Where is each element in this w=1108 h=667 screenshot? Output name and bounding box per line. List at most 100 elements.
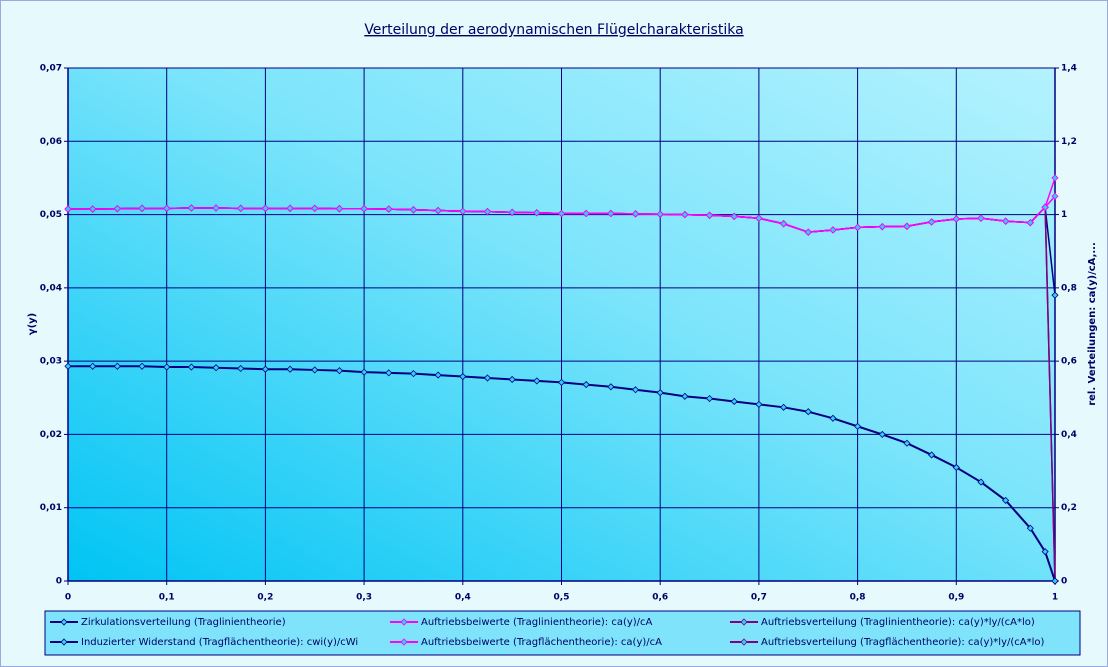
y-tick-label: 0,06 <box>40 137 62 147</box>
data-point <box>508 208 516 216</box>
data-point <box>730 397 738 406</box>
data-point <box>878 430 886 438</box>
data-point <box>459 372 467 381</box>
data-point <box>459 207 467 215</box>
y2-tick-label: 0 <box>1061 577 1067 587</box>
y-tick-label: 0,05 <box>40 210 62 220</box>
y-tick-label: 0,07 <box>40 64 62 74</box>
data-point <box>730 212 738 220</box>
data-point <box>804 228 812 236</box>
data-point <box>928 218 936 226</box>
data-point <box>1051 192 1059 200</box>
data-point <box>631 386 640 394</box>
y2-tick-label: 0,4 <box>1061 430 1077 440</box>
data-point <box>138 204 146 212</box>
data-point <box>607 209 615 218</box>
data-point <box>1041 203 1049 211</box>
data-point <box>582 209 590 218</box>
data-point <box>755 214 763 222</box>
data-point <box>483 374 492 382</box>
data-point <box>903 439 911 447</box>
series-line <box>68 365 1056 582</box>
data-point <box>409 370 418 378</box>
data-point <box>656 389 664 397</box>
data-point <box>1026 524 1034 532</box>
legend-marker <box>60 618 68 626</box>
data-point <box>335 367 343 375</box>
legend-marker <box>60 638 68 646</box>
data-point <box>483 208 492 216</box>
data-point <box>163 204 171 212</box>
x-tick-label: 1 <box>1052 593 1058 603</box>
data-point <box>1026 219 1034 227</box>
data-point <box>138 362 146 370</box>
data-point <box>557 378 566 386</box>
data-point <box>113 205 121 213</box>
legend-marker <box>400 618 408 626</box>
y-tick-label: 0,04 <box>40 283 62 293</box>
x-tick-label: 0,3 <box>356 593 372 603</box>
data-point <box>1041 548 1049 556</box>
data-point <box>903 222 911 230</box>
legend-label: Auftriebsverteilung (Traglinientheorie):… <box>761 617 1035 628</box>
data-point <box>631 210 640 218</box>
data-point <box>89 205 97 213</box>
legend-label: Zirkulationsverteilung (Traglinientheori… <box>81 617 286 628</box>
data-point <box>1002 496 1010 504</box>
data-point <box>681 392 689 400</box>
y-tick-label: 0,03 <box>40 357 62 367</box>
data-point <box>89 362 97 370</box>
data-point <box>1051 174 1059 182</box>
data-point <box>434 371 442 379</box>
legend-label: Auftriebsbeiwerte (Traglinientheorie): c… <box>421 617 653 628</box>
data-point <box>335 205 343 213</box>
y-tick-label: 0,01 <box>40 503 62 513</box>
x-tick-label: 0,8 <box>850 593 866 603</box>
y2-tick-label: 0,6 <box>1061 357 1077 367</box>
legend-label: Auftriebsbeiwerte (Tragflächentheorie): … <box>421 637 662 648</box>
data-point <box>237 364 245 373</box>
y-axis-label: γ(y) <box>27 313 38 335</box>
data-point <box>804 408 812 416</box>
data-point <box>360 368 368 376</box>
legend-label: Auftriebsverteilung (Tragflächentheorie)… <box>761 637 1045 648</box>
x-tick-label: 0,6 <box>652 593 668 603</box>
data-point <box>286 204 294 212</box>
legend <box>44 610 1081 656</box>
data-point <box>928 451 936 459</box>
y2-axis-label: rel. Verteilungen: ca(y)/cA,... <box>1087 242 1098 406</box>
data-point <box>311 204 319 212</box>
data-point <box>360 205 368 213</box>
data-point <box>854 422 862 430</box>
y2-tick-label: 1,2 <box>1061 137 1077 147</box>
x-tick-label: 0 <box>65 593 71 603</box>
x-tick-label: 0,7 <box>751 593 767 603</box>
data-point <box>582 381 590 389</box>
data-point <box>829 414 837 422</box>
data-point <box>557 209 566 218</box>
data-point <box>163 363 171 371</box>
data-point <box>607 383 615 391</box>
data-point <box>64 362 72 370</box>
data-point <box>533 209 541 217</box>
y-tick-label: 0 <box>56 577 62 587</box>
data-point <box>1002 217 1010 225</box>
y-tick-label: 0,02 <box>40 430 62 440</box>
legend-marker <box>400 638 408 646</box>
data-point <box>237 204 245 212</box>
data-point <box>1051 291 1059 299</box>
data-point <box>952 463 960 471</box>
data-point <box>854 223 862 231</box>
data-point <box>212 204 220 212</box>
chart-title: Verteilung der aerodynamischen Flügelcha… <box>364 22 743 38</box>
data-point <box>187 204 195 212</box>
data-point <box>878 223 886 231</box>
data-point <box>656 210 664 218</box>
y2-tick-label: 1,4 <box>1061 64 1077 74</box>
data-point <box>434 206 442 215</box>
data-point <box>286 365 294 373</box>
data-point <box>113 362 121 370</box>
data-point <box>829 226 837 234</box>
x-tick-label: 0,4 <box>455 593 471 603</box>
